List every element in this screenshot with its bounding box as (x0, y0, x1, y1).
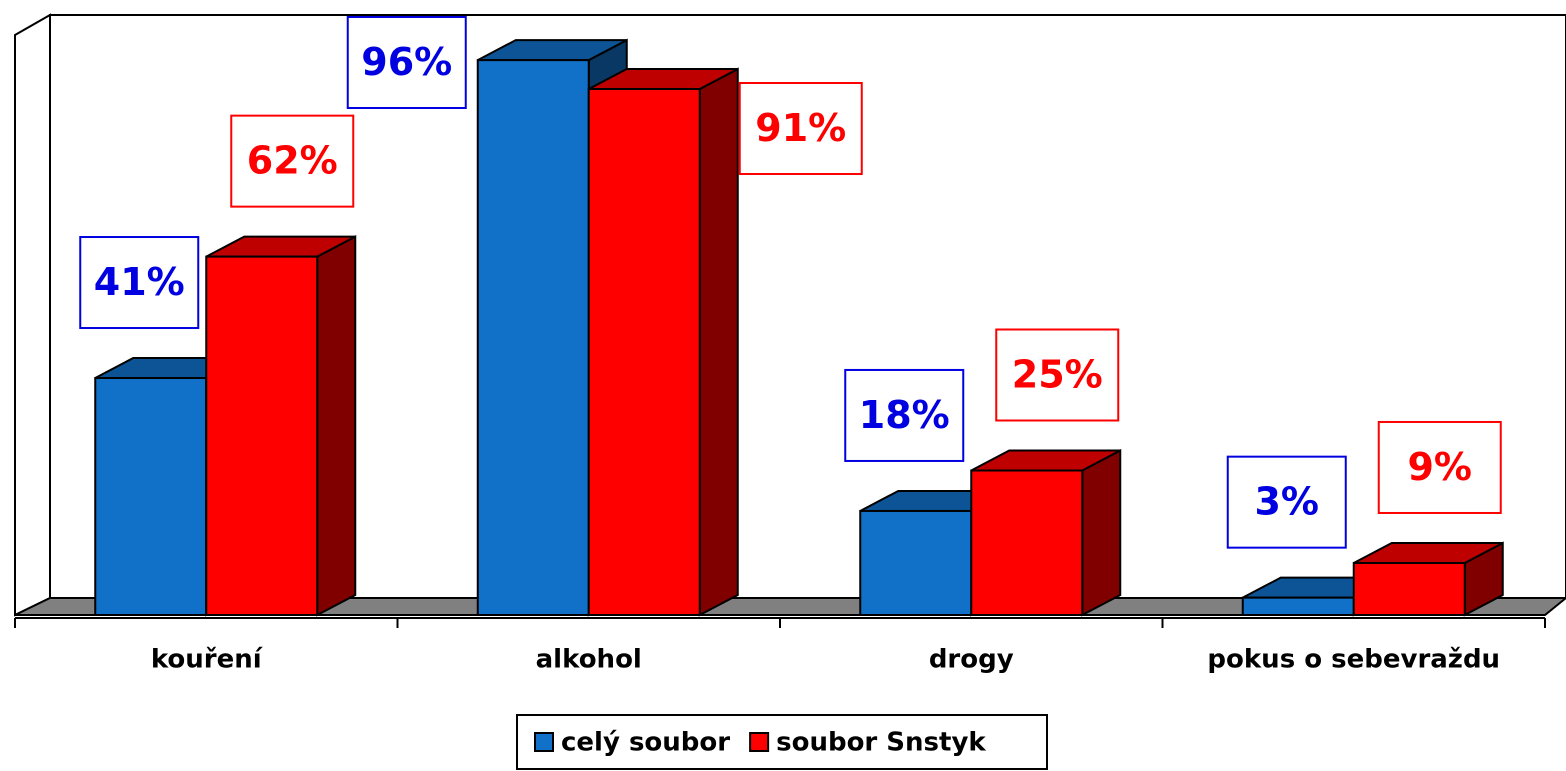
value-label: 18% (859, 393, 950, 437)
legend-label: soubor Snstyk (776, 728, 986, 758)
value-label: 41% (94, 260, 185, 304)
bar-front (1352, 561, 1466, 616)
bar-front (859, 509, 973, 616)
side-wall (14, 13, 51, 617)
value-label: 91% (755, 106, 846, 150)
x-tick-label: pokus o sebevraždu (1207, 645, 1500, 675)
bar-front (205, 255, 319, 616)
bar-side (316, 234, 357, 617)
value-label: 3% (1254, 480, 1319, 524)
value-label-box (1377, 420, 1502, 514)
bar-front (94, 377, 208, 616)
value-label-box (230, 114, 355, 208)
back-wall (49, 14, 1566, 599)
value-label: 9% (1407, 445, 1472, 489)
x-tick-label: kouření (151, 645, 264, 675)
legend-swatch (534, 732, 554, 752)
bar-side (1081, 448, 1122, 617)
bar (1352, 541, 1504, 617)
value-label-box (79, 236, 200, 330)
value-label-box (1226, 455, 1347, 549)
legend-swatch (749, 732, 770, 752)
bar (205, 234, 357, 617)
bar-front (476, 59, 590, 617)
bar-front (1241, 596, 1355, 616)
x-tick-label: alkohol (536, 645, 642, 675)
bar-front (970, 469, 1084, 616)
legend-label: celý soubor (561, 728, 730, 758)
value-label: 96% (361, 40, 452, 84)
bar (970, 448, 1122, 617)
legend (516, 714, 1048, 770)
value-label-box (738, 82, 863, 175)
x-tick-label: drogy (929, 645, 1014, 675)
value-label-box (995, 328, 1120, 422)
bar (587, 67, 739, 617)
value-label: 25% (1012, 353, 1103, 397)
value-label-box (844, 368, 965, 462)
bar-front (587, 88, 701, 616)
value-label: 62% (247, 139, 338, 183)
bar-side (698, 67, 739, 617)
value-label-box (346, 16, 467, 109)
